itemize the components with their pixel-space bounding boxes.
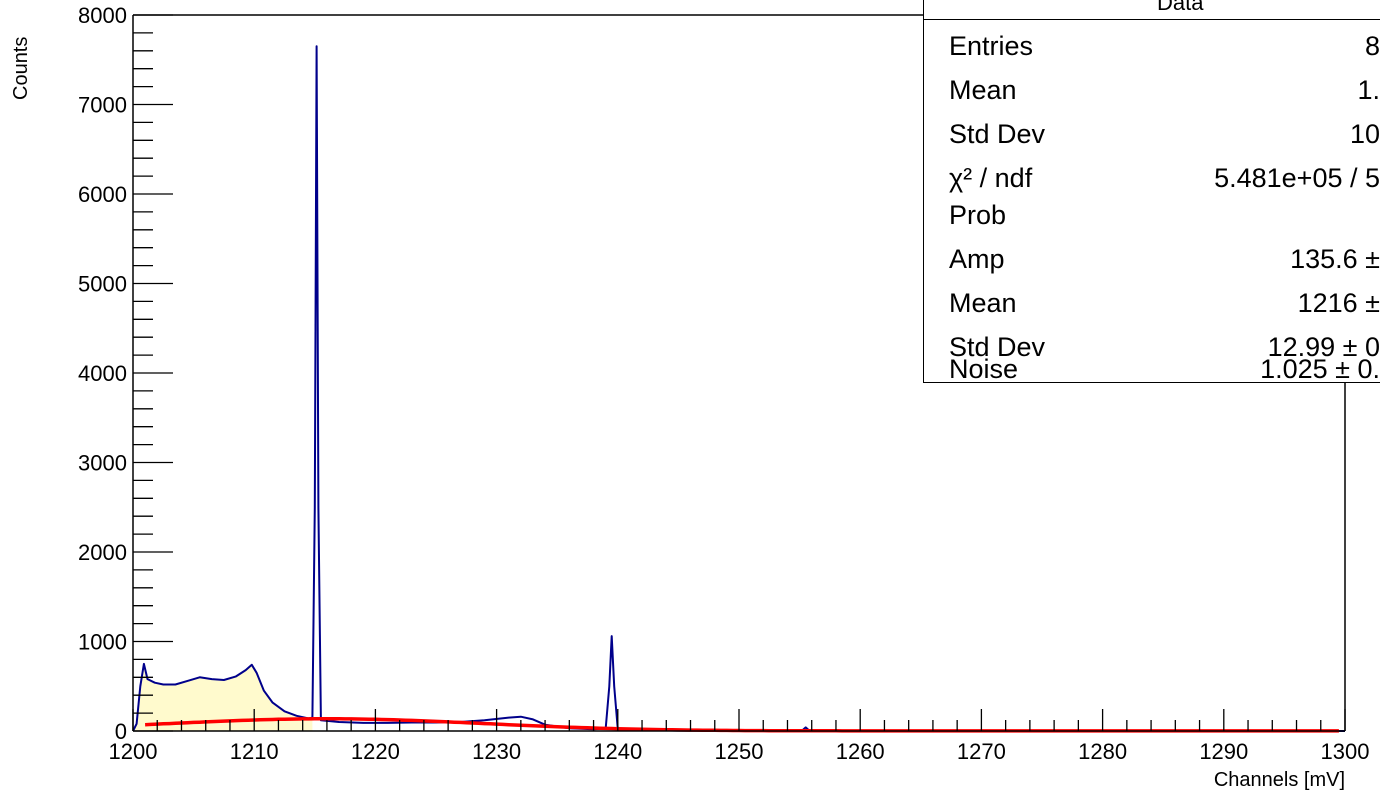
y-tick-label: 0 — [115, 719, 127, 744]
stats-box: Data Entries 8 Mean 1. Std Dev 10 χ² / ndf 5… — [923, 0, 1380, 383]
stats-row-entries: Entries 8 — [949, 31, 1380, 61]
y-tick-label: 4000 — [78, 361, 127, 386]
stats-row-noise: Noise 1.025 ± 0. — [949, 354, 1380, 383]
stats-row-fit-mean: Mean 1216 ± — [949, 288, 1380, 318]
stats-row-amp: Amp 135.6 ± — [949, 244, 1380, 274]
x-tick-label: 1220 — [351, 739, 400, 764]
x-tick-label: 1290 — [1199, 739, 1248, 764]
x-tick-label: 1260 — [836, 739, 885, 764]
stats-row-chi2: χ² / ndf 5.481e+05 / 5 — [949, 163, 1380, 193]
x-tick-label: 1230 — [472, 739, 521, 764]
x-tick-label: 1200 — [109, 739, 158, 764]
x-tick-label: 1210 — [230, 739, 279, 764]
y-tick-label: 3000 — [78, 451, 127, 476]
axis-layer: 1200 1210 1220 1230 1240 1250 1260 1270 1280 1290… — [78, 3, 1369, 764]
x-tick-label: 1280 — [1078, 739, 1127, 764]
y-tick-label: 1000 — [78, 630, 127, 655]
stats-row-mean: Mean 1. — [949, 75, 1380, 105]
stats-box-title: Data — [924, 0, 1380, 20]
y-tick-label: 5000 — [78, 272, 127, 297]
data-fill-area — [133, 663, 313, 731]
y-tick-label: 7000 — [78, 93, 127, 118]
stats-row-prob: Prob — [949, 200, 1007, 230]
y-tick-label: 8000 — [78, 3, 127, 28]
stats-row-fit-stddev: Std Dev 12.99 ± 0 — [949, 332, 1380, 362]
x-tick-label: 1240 — [593, 739, 642, 764]
stats-row-stddev: Std Dev 10 — [949, 119, 1380, 149]
x-tick-label: 1270 — [957, 739, 1006, 764]
x-tick-label: 1300 — [1321, 739, 1370, 764]
x-axis-title: Channels [mV] — [1214, 769, 1345, 791]
y-tick-label: 6000 — [78, 182, 127, 207]
y-axis-title: Counts — [10, 37, 32, 100]
x-tick-label: 1250 — [715, 739, 764, 764]
y-tick-label: 2000 — [78, 540, 127, 565]
